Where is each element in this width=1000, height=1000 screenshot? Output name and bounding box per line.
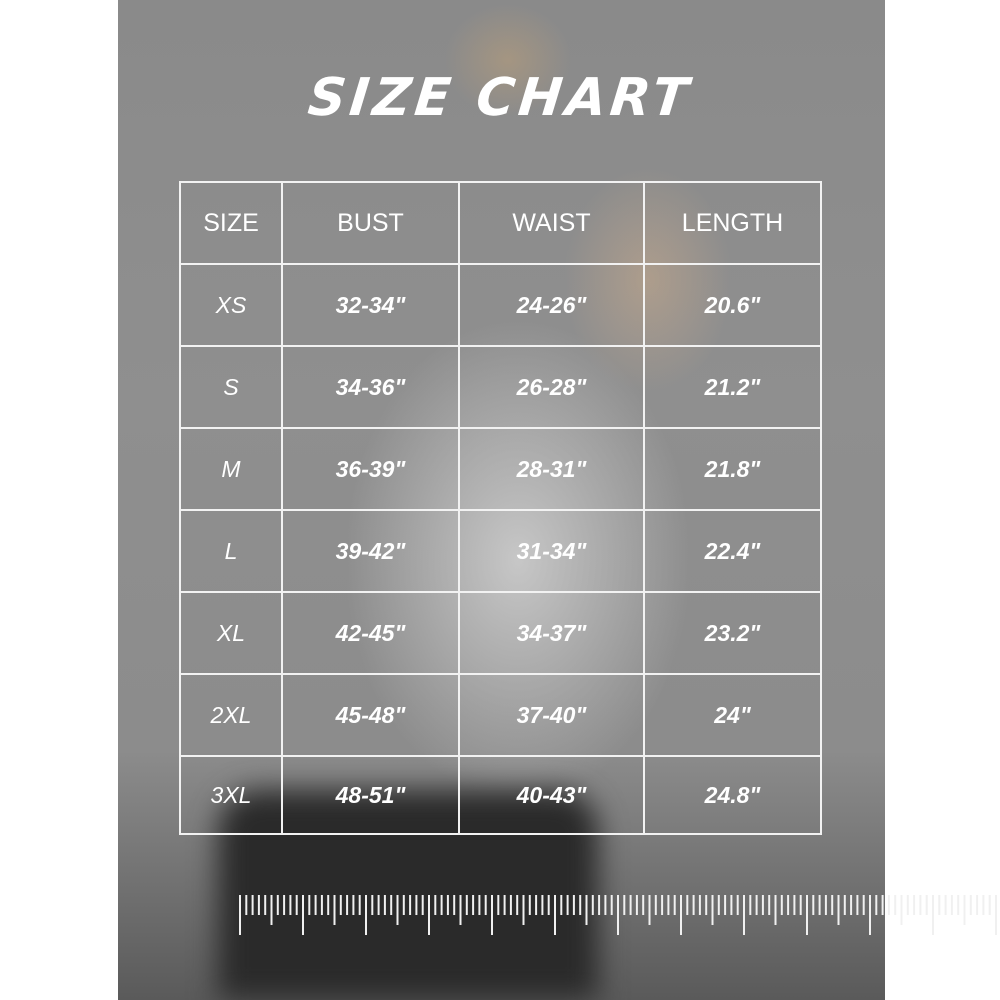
table-row: XS 32-34" 24-26" 20.6" xyxy=(179,263,822,347)
cell-size: 2XL xyxy=(179,673,283,757)
cell-size: XL xyxy=(179,591,283,675)
table-header-row: SIZE BUST WAIST LENGTH xyxy=(179,181,822,265)
table-row: S 34-36" 26-28" 21.2" xyxy=(179,345,822,429)
cell-length: 24" xyxy=(643,673,822,757)
cell-waist: 24-26" xyxy=(458,263,645,347)
cell-bust: 32-34" xyxy=(281,263,460,347)
cell-waist: 26-28" xyxy=(458,345,645,429)
cell-size: L xyxy=(179,509,283,593)
cell-size: M xyxy=(179,427,283,511)
cell-waist: 40-43" xyxy=(458,755,645,835)
cell-waist: 37-40" xyxy=(458,673,645,757)
cell-size: XS xyxy=(179,263,283,347)
cell-length: 21.2" xyxy=(643,345,822,429)
cell-length: 23.2" xyxy=(643,591,822,675)
cell-length: 22.4" xyxy=(643,509,822,593)
size-table: SIZE BUST WAIST LENGTH XS 32-34" 24-26" 20.… xyxy=(179,181,822,835)
cell-bust: 34-36" xyxy=(281,345,460,429)
cell-waist: 28-31" xyxy=(458,427,645,511)
cell-waist: 31-34" xyxy=(458,509,645,593)
header-size: SIZE xyxy=(179,181,283,265)
cell-bust: 45-48" xyxy=(281,673,460,757)
cell-length: 20.6" xyxy=(643,263,822,347)
size-chart-title: SIZE CHART xyxy=(305,68,695,128)
cell-bust: 42-45" xyxy=(281,591,460,675)
table-row: 3XL 48-51" 40-43" 24.8" xyxy=(179,755,822,835)
cell-size: 3XL xyxy=(179,755,283,835)
table-row: L 39-42" 31-34" 22.4" xyxy=(179,509,822,593)
ruler-graphic xyxy=(239,895,997,935)
cell-bust: 36-39" xyxy=(281,427,460,511)
cell-bust: 48-51" xyxy=(281,755,460,835)
table-row: XL 42-45" 34-37" 23.2" xyxy=(179,591,822,675)
cell-length: 21.8" xyxy=(643,427,822,511)
cell-length: 24.8" xyxy=(643,755,822,835)
header-waist: WAIST xyxy=(458,181,645,265)
cell-waist: 34-37" xyxy=(458,591,645,675)
cell-size: S xyxy=(179,345,283,429)
header-length: LENGTH xyxy=(643,181,822,265)
table-row: 2XL 45-48" 37-40" 24" xyxy=(179,673,822,757)
table-row: M 36-39" 28-31" 21.8" xyxy=(179,427,822,511)
header-bust: BUST xyxy=(281,181,460,265)
cell-bust: 39-42" xyxy=(281,509,460,593)
